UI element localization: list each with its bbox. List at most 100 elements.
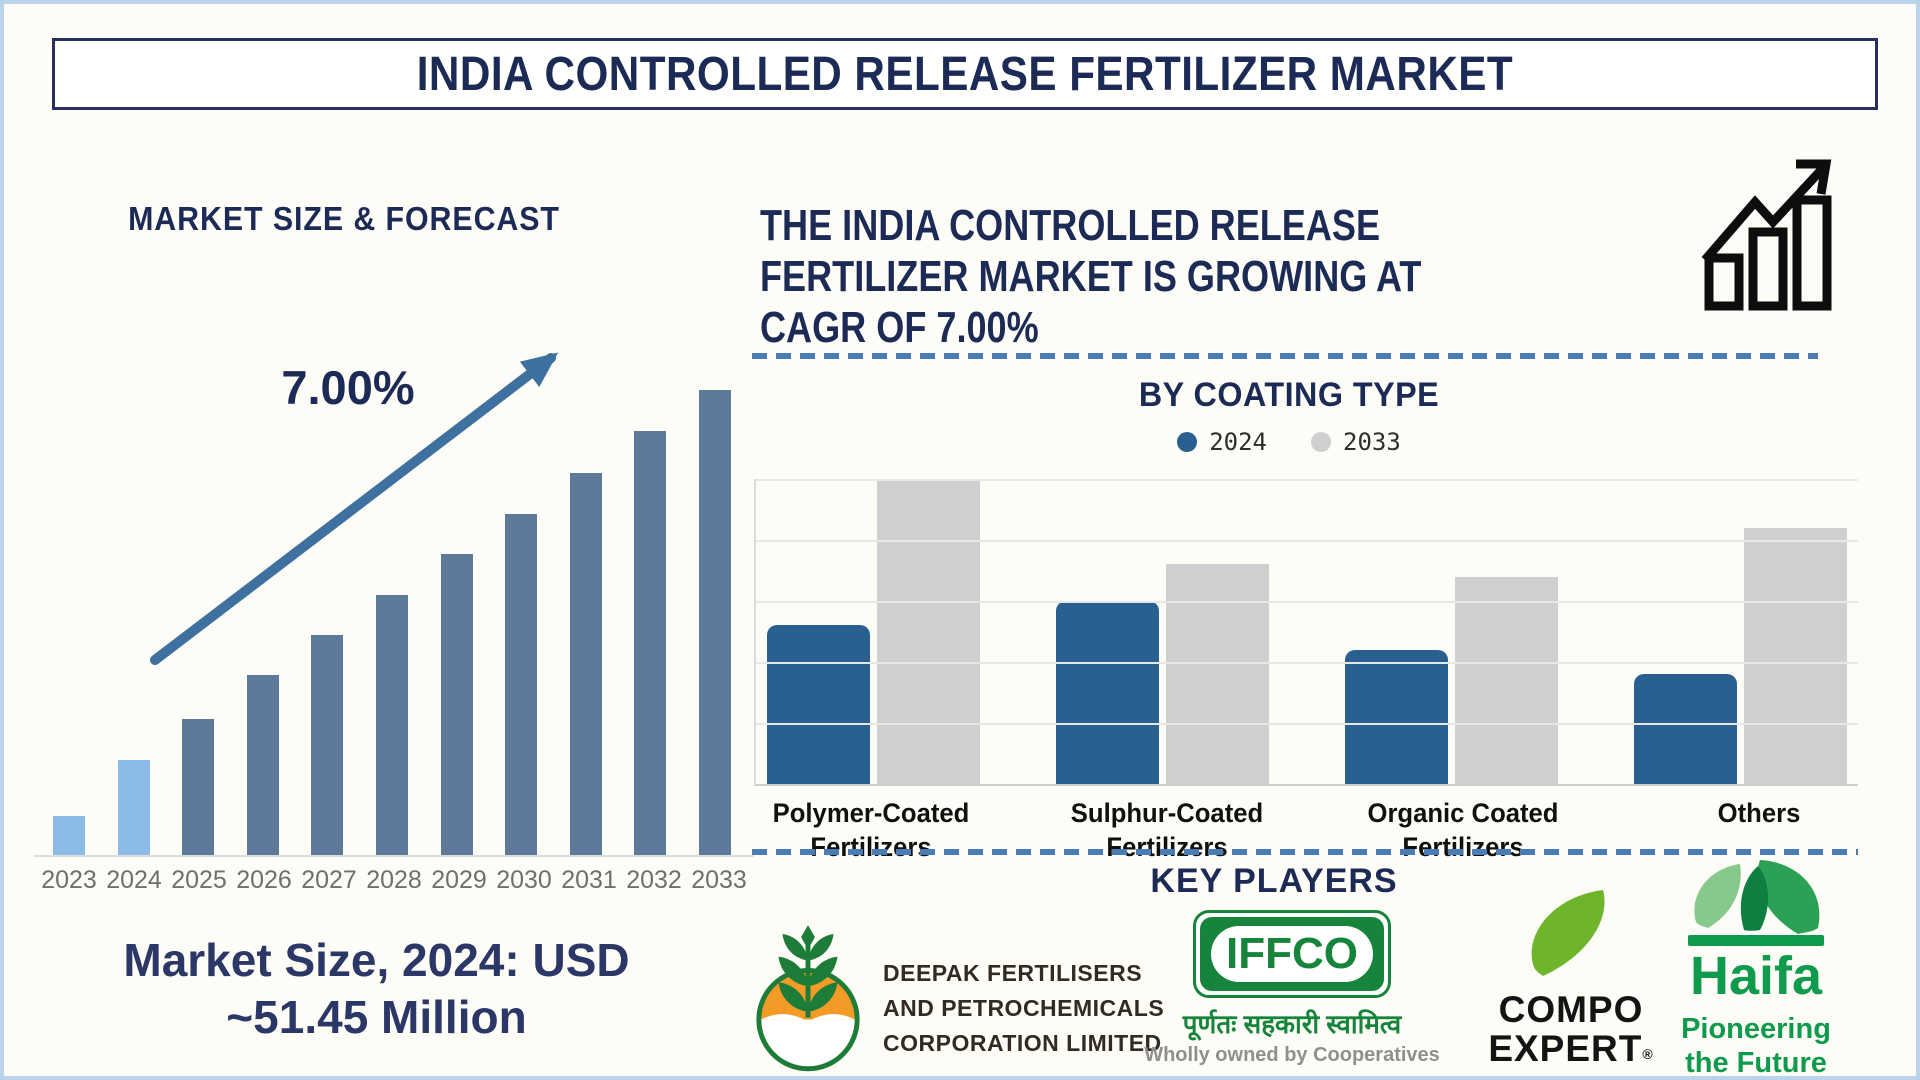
registered-mark: ®: [1642, 1046, 1654, 1062]
forecast-bar-column: [232, 390, 294, 855]
forecast-chart: 2023 2024 2025 2026 2027 2028 2029 2030 2031 2032…: [34, 390, 754, 894]
forecast-bar-2031: [569, 473, 602, 855]
year-label-2025: 2025: [171, 866, 227, 894]
coating-bar-2033: [1455, 576, 1559, 784]
year-label-2023: 2023: [41, 866, 97, 894]
coating-legend: 2024 2033: [889, 428, 1689, 456]
forecast-bar-2025: [182, 719, 215, 855]
market-size-line1: Market Size, 2024: USD: [123, 934, 630, 986]
market-size-line2: ~51.45 Million: [226, 991, 527, 1043]
gridline: [756, 479, 1858, 481]
coating-bar-2033: [876, 479, 980, 784]
coating-bar-2024: [1634, 674, 1738, 784]
forecast-bar-column: [490, 390, 552, 855]
year-label-2033: 2033: [691, 866, 747, 894]
legend-label: 2024: [1209, 428, 1267, 456]
coating-bar-2033: [1744, 527, 1848, 784]
year-label-2031: 2031: [561, 866, 617, 894]
key-player-deepak: DEEPAK FERTILISERS AND PETROCHEMICALS CO…: [749, 916, 1164, 1074]
coating-bar-group: [1055, 479, 1269, 784]
legend-item-2024: 2024: [1177, 428, 1267, 456]
iffco-logo-capsule: IFFCO: [1211, 926, 1373, 982]
forecast-axis-line: [34, 855, 754, 857]
year-label-2032: 2032: [626, 866, 682, 894]
title-box: INDIA CONTROLLED RELEASE FERTILIZER MARK…: [52, 38, 1878, 110]
forecast-bar-2032: [634, 431, 667, 855]
year-label-2030: 2030: [496, 866, 552, 894]
forecast-bar-2026: [246, 675, 279, 855]
year-label-2028: 2028: [366, 866, 422, 894]
growth-headline: THE INDIA CONTROLLED RELEASE FERTILIZER …: [760, 200, 1421, 353]
forecast-bar-2029: [440, 553, 473, 855]
coating-plot: [754, 479, 1858, 786]
headline-line1: THE INDIA CONTROLLED RELEASE: [760, 201, 1381, 250]
key-players-title: KEY PLAYERS: [1150, 862, 1398, 900]
legend-dot-icon: [1177, 432, 1198, 452]
compo-line1: COMPO: [1498, 989, 1644, 1030]
forecast-bar-2030: [505, 513, 538, 855]
compo-name-text: COMPO EXPERT®: [1488, 990, 1653, 1074]
forecast-bar-column: [619, 390, 681, 855]
coating-type-title: BY COATING TYPE: [1138, 376, 1440, 414]
haifa-leaves-icon: [1688, 860, 1824, 946]
iffco-logo: IFFCO: [1193, 910, 1391, 998]
coating-bar-2024: [1345, 649, 1449, 784]
key-player-iffco: IFFCO पूर्णतः सहकारी स्वामित्व Wholly ow…: [1144, 910, 1440, 1067]
coating-bar-2024: [1055, 601, 1159, 784]
dashed-divider-bottom: [752, 849, 1858, 855]
forecast-bar-column: [296, 390, 358, 855]
forecast-bar-column: [426, 390, 488, 855]
forecast-bar-2027: [311, 635, 344, 855]
deepak-line2: AND PETROCHEMICALS: [883, 995, 1165, 1021]
coating-bar-group: [1634, 479, 1848, 784]
deepak-line3: CORPORATION LIMITED: [883, 1030, 1162, 1056]
compo-line2: EXPERT®: [1488, 1028, 1654, 1069]
deepak-name-text: DEEPAK FERTILISERS AND PETROCHEMICALS CO…: [883, 956, 1164, 1074]
iffco-hindi-tagline: पूर्णतः सहकारी स्वामित्व: [1182, 1009, 1402, 1039]
coating-labels-row: Polymer-Coated Fertilizers Sulphur-Coated…: [754, 796, 1876, 864]
forecast-bars-row: [36, 390, 748, 855]
legend-dot-icon: [1311, 432, 1331, 452]
key-player-haifa: Haifa Pioneering the Future: [1676, 856, 1836, 1079]
gridline: [756, 540, 1858, 542]
market-size-forecast-heading: MARKET SIZE & FORECAST: [128, 200, 560, 237]
forecast-bar-2028: [375, 595, 408, 855]
coating-category-label: Sulphur-Coated Fertilizers: [1070, 798, 1264, 862]
deepak-line1: DEEPAK FERTILISERS: [883, 960, 1143, 986]
forecast-years-row: 2023 2024 2025 2026 2027 2028 2029 2030 2031 2032…: [36, 866, 752, 895]
forecast-bar-column: [684, 390, 746, 855]
forecast-bar-column: [361, 390, 423, 855]
coating-category-label: Organic Coated Fertilizers: [1367, 798, 1559, 862]
page-title: INDIA CONTROLLED RELEASE FERTILIZER MARK…: [416, 47, 1514, 101]
year-label-2029: 2029: [431, 866, 487, 894]
coating-bar-group: [1345, 479, 1559, 784]
forecast-bar-column: [167, 390, 229, 855]
iffco-english-tagline: Wholly owned by Cooperatives: [1144, 1044, 1440, 1066]
gridline: [756, 662, 1858, 664]
forecast-bar-2024: [117, 759, 150, 855]
forecast-bar-column: [103, 390, 165, 855]
headline-line3: CAGR OF 7.00%: [760, 303, 1039, 352]
forecast-bar-2023: [53, 815, 85, 855]
gridline: [756, 601, 1858, 603]
coating-category-label: Others: [1717, 798, 1801, 828]
coating-bar-2033: [1165, 564, 1269, 784]
year-label-2024: 2024: [106, 866, 162, 894]
haifa-tagline: Pioneering the Future: [1681, 1013, 1831, 1079]
forecast-bar-column: [555, 390, 617, 855]
legend-item-2033: 2033: [1311, 428, 1401, 456]
compo-leaf-icon: [1531, 890, 1605, 976]
haifa-name: Haifa: [1689, 946, 1823, 1006]
forecast-bar-2033: [698, 390, 731, 855]
iffco-name: IFFCO: [1226, 929, 1358, 978]
deepak-logo-icon: [756, 925, 860, 1072]
coating-bar-2024: [766, 625, 870, 784]
market-size-callout: Market Size, 2024: USD ~51.45 Million: [44, 932, 709, 1046]
growth-chart-icon: [1701, 159, 1832, 311]
key-player-compo-expert: COMPO EXPERT®: [1466, 884, 1676, 1074]
forecast-bar-column: [38, 390, 100, 855]
coating-groups-row: [756, 479, 1858, 784]
year-label-2026: 2026: [236, 866, 292, 894]
legend-label: 2033: [1343, 428, 1401, 456]
